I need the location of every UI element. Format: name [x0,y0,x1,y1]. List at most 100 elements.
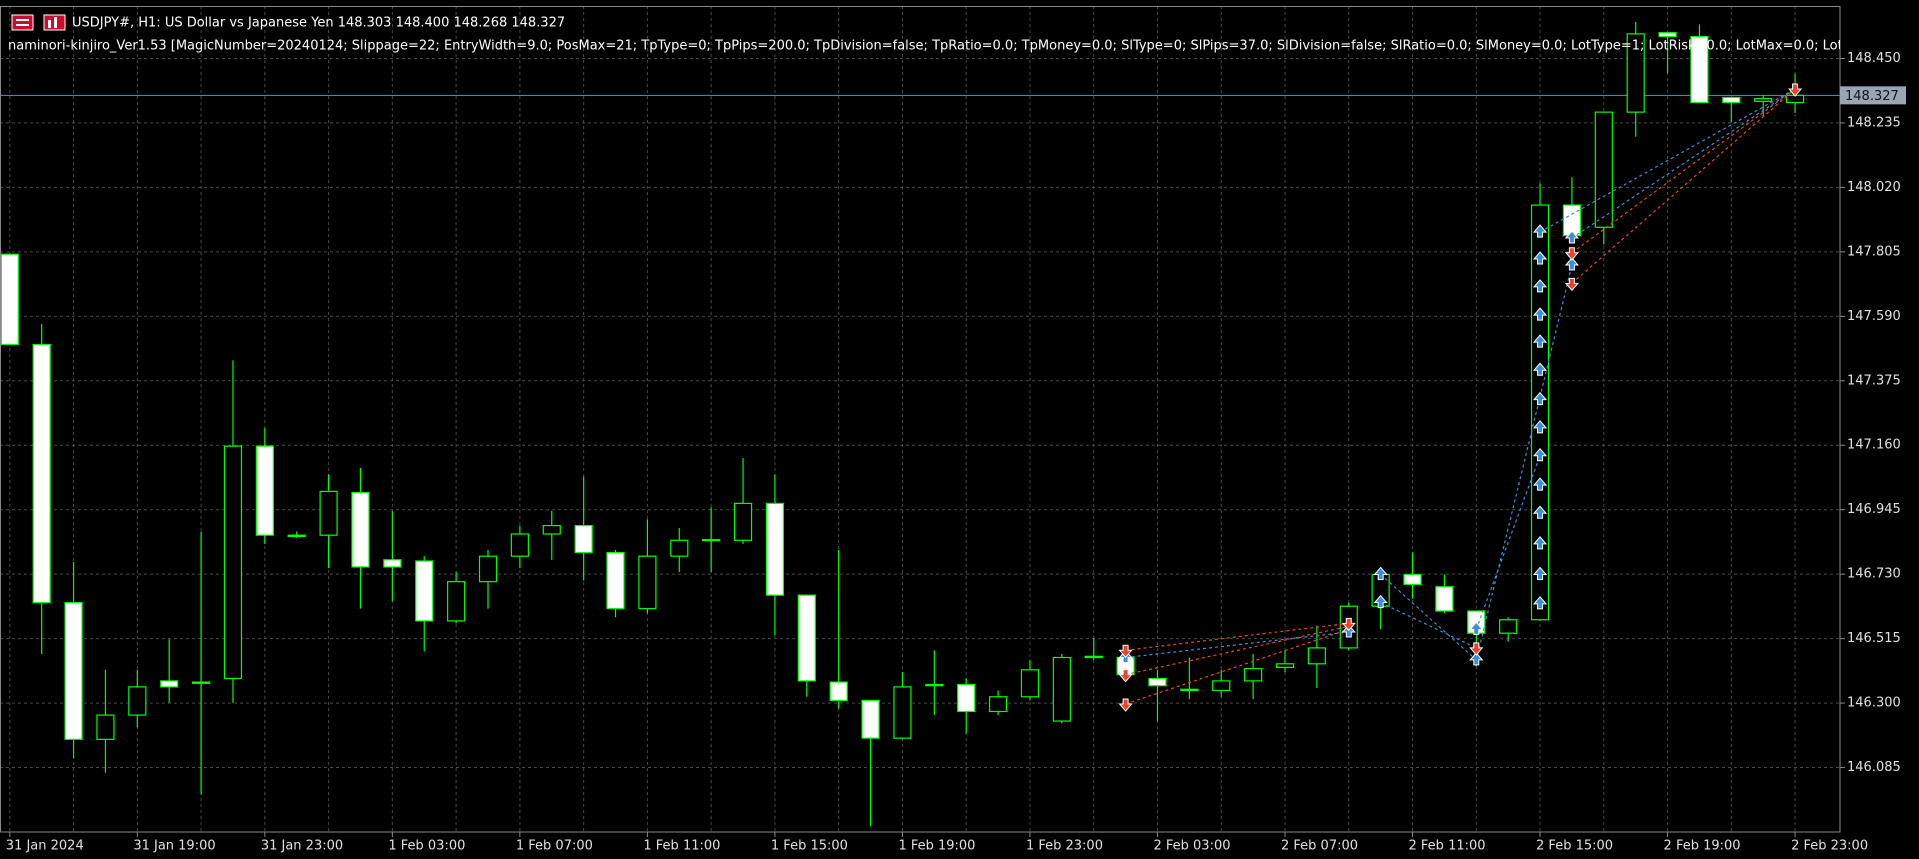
x-tick-label: 2 Feb 23:00 [1791,839,1868,854]
candle-body [574,524,593,554]
y-tick-label: 146.085 [1847,760,1901,775]
candle-body [606,551,625,610]
sell-marker [1564,277,1580,292]
candle-body [160,680,179,688]
candle-body [191,681,211,684]
candle-body [638,555,657,610]
trade-line [1539,88,1796,233]
sell-marker [1469,642,1484,656]
candle-body [765,502,785,596]
trade-line [1571,88,1796,254]
candle-body [0,253,19,346]
y-tick-label: 148.020 [1847,180,1901,195]
sell-marker [1118,644,1133,659]
sell-marker [1118,698,1133,712]
candle-body [287,534,306,537]
buy-marker [1469,652,1484,666]
candle-body [96,714,115,740]
trade-line [1125,622,1349,651]
buy-marker [1373,594,1388,609]
sell-marker [1341,617,1356,632]
x-tick-label: 1 Feb 19:00 [898,839,975,854]
buy-marker [1532,251,1548,265]
buy-marker [1469,621,1484,635]
candle-body [1148,677,1167,687]
candle-body [1530,204,1550,621]
plot-area [0,6,1840,832]
buy-marker [1532,566,1548,580]
x-tick-label: 31 Jan 2024 [6,839,84,854]
sell-marker [1118,669,1133,683]
buy-marker [1373,566,1388,580]
buy-marker [1532,279,1548,293]
buy-marker [1532,334,1548,348]
candle-body [1052,656,1071,722]
y-tick-label: 146.515 [1847,631,1901,646]
candle-body [1244,667,1263,682]
candle-body [447,581,466,622]
x-tick-label: 1 Feb 15:00 [771,839,848,854]
y-tick-label: 147.160 [1847,438,1901,453]
candle-body [1658,32,1677,38]
y-tick-label: 146.730 [1847,567,1901,582]
icon-bar [54,17,57,28]
candle-body [1275,663,1295,668]
chart-subtitle: naminori-kinjiro_Ver1.53 [MagicNumber=20… [8,39,1919,54]
trade-line [1475,455,1541,630]
y-tick-label: 147.590 [1847,309,1901,324]
candle-body [988,696,1008,713]
header: USDJPY#, H1: US Dollar vs Japanese Yen 1… [8,14,1919,54]
y-tick-label: 146.945 [1847,502,1901,517]
candle-body [1754,98,1773,102]
buy-marker [1532,505,1548,519]
buy-marker [1532,224,1548,238]
y-tick-label: 147.375 [1847,373,1901,388]
trade-line [1475,264,1573,661]
icon-bar [48,20,51,28]
icon-line [16,24,29,26]
sell-marker [1787,83,1803,97]
x-tick-label: 1 Feb 07:00 [516,839,593,854]
candle-body [128,686,147,716]
x-tick-label: 2 Feb 03:00 [1153,839,1230,854]
candle-body [797,594,816,682]
buy-marker [1532,596,1548,610]
buy-marker [1532,307,1548,321]
current-price-label: 148.327 [1845,89,1899,104]
candle-body [383,559,402,568]
y-tick-label: 148.450 [1847,51,1901,66]
icon-line [16,19,29,21]
buy-marker [1532,420,1548,434]
candle-body [1180,688,1199,692]
icon-list [11,14,34,31]
candle-body [1594,111,1613,228]
current-price-box [1840,86,1906,105]
buy-marker [1564,257,1580,271]
buy-marker [1532,477,1548,491]
trade-line [1571,88,1796,284]
candle-body [1084,655,1103,659]
candle-body [1499,619,1518,634]
candle-body [829,681,848,701]
x-tick-label: 1 Feb 03:00 [388,839,465,854]
candle-body [351,492,370,568]
candle-body [957,683,976,713]
candle-body [1403,573,1422,585]
buy-marker [1532,447,1548,462]
trade-line [1125,631,1349,659]
candle-body [861,699,880,739]
x-tick-label: 2 Feb 15:00 [1536,839,1613,854]
candle-body [319,490,338,536]
candle-body [670,539,689,557]
trade-line [1571,88,1796,239]
candle-body [542,524,561,535]
buy-marker [1532,391,1548,406]
candle-body [32,343,51,604]
plot-frame [0,6,1841,833]
candle-body [893,686,912,739]
y-tick-label: 148.235 [1847,115,1901,130]
candle-body [1626,33,1645,113]
y-tick-label: 147.805 [1847,244,1901,259]
